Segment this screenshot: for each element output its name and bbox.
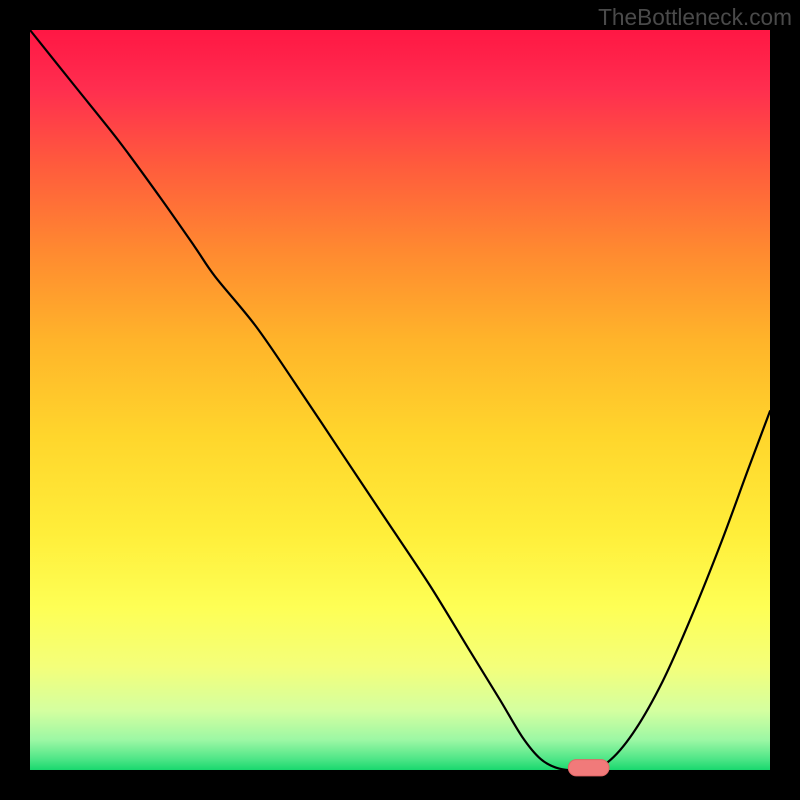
optimum-marker bbox=[568, 760, 609, 776]
plot-background bbox=[30, 30, 770, 770]
watermark-label: TheBottleneck.com bbox=[598, 4, 792, 31]
chart-container: TheBottleneck.com bbox=[0, 0, 800, 800]
bottleneck-chart bbox=[0, 0, 800, 800]
